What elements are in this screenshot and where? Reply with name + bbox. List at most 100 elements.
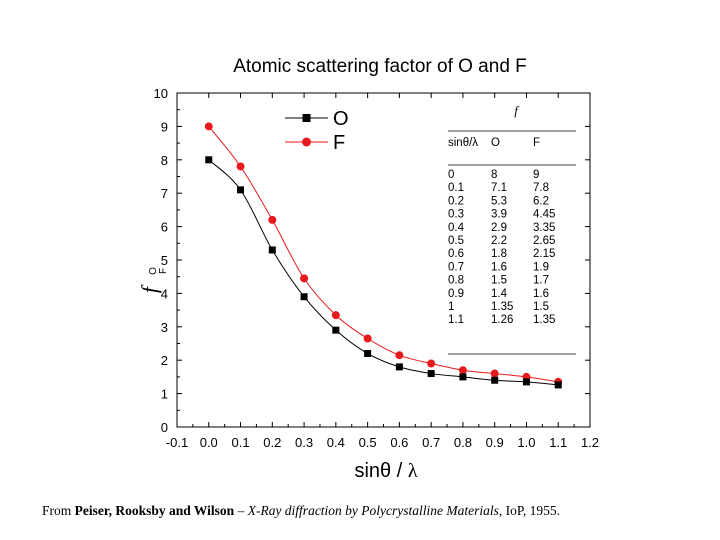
x-axis-label: sinθ / λ: [354, 460, 417, 482]
table-cell: 1.26: [491, 314, 513, 326]
x-tick-label: 1.1: [549, 435, 567, 450]
y-tick-label: 4: [161, 286, 168, 301]
table-cell: 0.2: [448, 195, 464, 207]
credit-prefix: From: [42, 503, 75, 518]
table-cell: 1.8: [491, 248, 507, 260]
x-tick-label: 0.1: [231, 435, 249, 450]
table-cell: 0: [448, 169, 454, 181]
data-point-o: [364, 350, 372, 358]
x-tick-label: 1.0: [517, 435, 535, 450]
data-point-f: [490, 369, 499, 378]
data-point-f: [268, 215, 277, 224]
table-cell: 2.2: [491, 235, 507, 247]
table-cell: 0.1: [448, 182, 464, 194]
table-cell: 0.8: [448, 275, 464, 287]
x-axis-label-lambda: λ: [408, 460, 418, 482]
x-axis-label-sin: sinθ: [354, 460, 391, 482]
data-point-o: [205, 156, 213, 164]
y-tick-label: 7: [161, 186, 168, 201]
data-point-f: [395, 351, 404, 360]
y-tick-label: 6: [161, 220, 168, 235]
data-point-f: [236, 162, 245, 171]
y-tick-label: 8: [161, 153, 168, 168]
x-tick-label: 0.9: [486, 435, 504, 450]
legend-label-o: O: [333, 108, 349, 130]
data-point-o: [459, 373, 467, 381]
data-point-o: [300, 293, 308, 301]
data-point-o: [522, 378, 530, 386]
credit-suffix: , IoP, 1955.: [498, 503, 561, 518]
y-tick-label: 9: [161, 119, 168, 134]
x-axis-label-sep: /: [391, 460, 408, 482]
source-credit: From Peiser, Rooksby and Wilson – X-Ray …: [42, 503, 712, 519]
x-tick-label: 1.2: [581, 435, 599, 450]
table-header-group: f: [514, 103, 520, 118]
table-cell: 1.1: [448, 314, 464, 326]
x-tick-label: -0.1: [166, 435, 188, 450]
y-tick-label: 0: [161, 420, 168, 435]
table-cell: 1.6: [491, 261, 507, 273]
credit-book: X-Ray diffraction by Polycrystalline Mat…: [247, 503, 499, 518]
table-cell: 1: [448, 301, 454, 313]
table-cell: 1.7: [533, 275, 549, 287]
data-point-f: [204, 122, 213, 131]
table-cell: 2.15: [533, 248, 555, 260]
table-cell: 1.4: [491, 288, 508, 300]
data-point-f: [363, 334, 372, 343]
data-point-o: [332, 326, 340, 334]
x-tick-label: 0.4: [327, 435, 345, 450]
data-point-o: [554, 381, 562, 389]
y-tick-label: 3: [161, 320, 168, 335]
table-cell: 9: [533, 169, 539, 181]
table-cell: 1.35: [533, 314, 555, 326]
table-cell: 1.5: [491, 275, 507, 287]
table-cell: 5.3: [491, 195, 507, 207]
table-cell: 0.6: [448, 248, 464, 260]
data-point-f: [300, 274, 309, 283]
data-point-o: [268, 246, 276, 254]
table-cell: 3.9: [491, 209, 507, 221]
y-axis-label-sub-f: F: [158, 268, 169, 274]
y-tick-label: 1: [161, 387, 168, 402]
table-cell: 0.3: [448, 209, 464, 221]
x-tick-label: 0.2: [263, 435, 281, 450]
legend-marker-f: [302, 137, 311, 147]
x-tick-label: 0.7: [422, 435, 440, 450]
x-tick-label: 0.3: [295, 435, 313, 450]
data-point-o: [427, 370, 435, 378]
table-cell: 0.4: [448, 222, 465, 234]
table-cell: 1.6: [533, 288, 549, 300]
data-point-o: [395, 363, 403, 371]
table-cell: 6.2: [533, 195, 549, 207]
table-cell: 1.35: [491, 301, 513, 313]
y-axis-label-sub-o: O: [148, 267, 159, 275]
table-background: [443, 100, 583, 355]
table-col-header: O: [491, 137, 500, 149]
y-tick-label: 2: [161, 353, 168, 368]
table-cell: 2.9: [491, 222, 507, 234]
table-cell: 7.1: [491, 182, 507, 194]
x-tick-label: 0.6: [390, 435, 408, 450]
table-cell: 1.5: [533, 301, 549, 313]
legend-box: [278, 104, 370, 156]
legend-label-f: F: [333, 132, 345, 154]
y-tick-label: 5: [161, 253, 168, 268]
table-cell: 7.8: [533, 182, 549, 194]
chart-title: Atomic scattering factor of O and F: [233, 56, 527, 77]
x-tick-label: 0.5: [359, 435, 377, 450]
x-tick-label: 0.0: [200, 435, 218, 450]
data-point-o: [237, 186, 245, 194]
table-cell: 0.9: [448, 288, 464, 300]
y-axis-label: f: [137, 284, 162, 293]
y-tick-label: 10: [154, 86, 168, 101]
table-cell: 0.5: [448, 235, 464, 247]
table-cell: 1.9: [533, 261, 549, 273]
table-col-header: sinθ/λ: [448, 137, 478, 149]
data-point-f: [427, 359, 436, 368]
x-tick-label: 0.8: [454, 435, 472, 450]
table-cell: 0.7: [448, 261, 464, 273]
table-col-header: F: [533, 137, 540, 149]
table-cell: 3.35: [533, 222, 555, 234]
table-cell: 4.45: [533, 209, 555, 221]
